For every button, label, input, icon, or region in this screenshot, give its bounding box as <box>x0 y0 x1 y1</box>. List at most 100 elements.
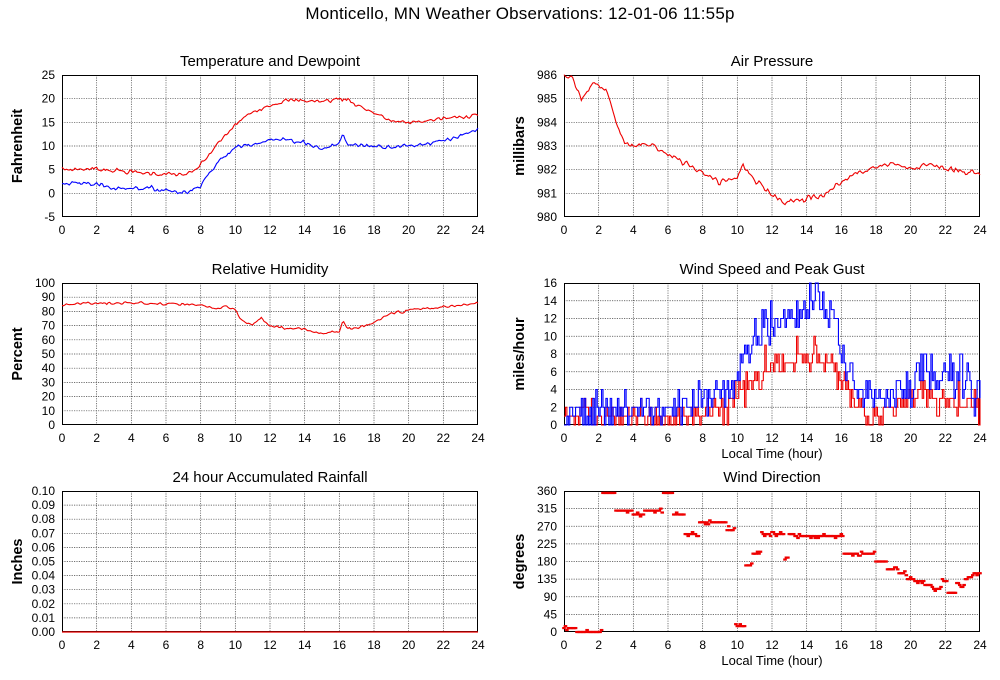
svg-text:20: 20 <box>402 638 416 652</box>
svg-text:4: 4 <box>630 638 637 652</box>
svg-text:22: 22 <box>939 431 953 445</box>
svg-text:22: 22 <box>437 638 451 652</box>
svg-text:982: 982 <box>537 163 557 177</box>
svg-text:0.08: 0.08 <box>32 512 56 526</box>
svg-text:5: 5 <box>48 163 55 177</box>
svg-text:984: 984 <box>537 115 557 129</box>
svg-text:360: 360 <box>537 484 557 498</box>
svg-text:0: 0 <box>48 418 55 432</box>
svg-text:20: 20 <box>904 223 918 237</box>
svg-text:24 hour Accumulated Rainfall: 24 hour Accumulated Rainfall <box>172 469 367 486</box>
svg-text:10: 10 <box>731 431 745 445</box>
svg-text:Wind Direction: Wind Direction <box>723 469 821 486</box>
svg-text:14: 14 <box>800 223 814 237</box>
svg-text:14: 14 <box>800 638 814 652</box>
svg-text:0.06: 0.06 <box>32 540 56 554</box>
svg-text:-5: -5 <box>44 210 55 224</box>
svg-text:12: 12 <box>544 312 558 326</box>
svg-text:6: 6 <box>665 638 672 652</box>
svg-text:8: 8 <box>699 638 706 652</box>
svg-text:0: 0 <box>59 223 66 237</box>
svg-text:16: 16 <box>835 638 849 652</box>
svg-text:8: 8 <box>197 223 204 237</box>
svg-text:45: 45 <box>544 607 558 621</box>
svg-text:2: 2 <box>595 431 602 445</box>
svg-text:270: 270 <box>537 519 557 533</box>
svg-text:90: 90 <box>544 590 558 604</box>
svg-text:8: 8 <box>699 431 706 445</box>
svg-text:degrees: degrees <box>512 534 528 590</box>
svg-text:12: 12 <box>765 223 779 237</box>
svg-text:70: 70 <box>42 319 56 333</box>
svg-text:10: 10 <box>731 223 745 237</box>
svg-text:8: 8 <box>699 223 706 237</box>
svg-text:0: 0 <box>59 638 66 652</box>
svg-text:60: 60 <box>42 333 56 347</box>
svg-text:12: 12 <box>263 431 277 445</box>
svg-text:18: 18 <box>869 223 883 237</box>
svg-text:16: 16 <box>835 431 849 445</box>
svg-text:4: 4 <box>550 383 557 397</box>
svg-text:25: 25 <box>42 68 56 82</box>
svg-text:12: 12 <box>263 223 277 237</box>
svg-text:14: 14 <box>544 294 558 308</box>
svg-text:22: 22 <box>437 223 451 237</box>
svg-text:10: 10 <box>42 139 56 153</box>
svg-text:2: 2 <box>93 431 100 445</box>
svg-text:18: 18 <box>869 638 883 652</box>
svg-text:Fahrenheit: Fahrenheit <box>10 109 26 183</box>
svg-text:985: 985 <box>537 92 557 106</box>
svg-text:6: 6 <box>163 638 170 652</box>
svg-text:981: 981 <box>537 186 557 200</box>
svg-text:6: 6 <box>665 223 672 237</box>
svg-text:0.01: 0.01 <box>32 611 56 625</box>
svg-text:20: 20 <box>42 390 56 404</box>
svg-text:0.02: 0.02 <box>32 597 56 611</box>
svg-text:0: 0 <box>550 418 557 432</box>
svg-text:24: 24 <box>471 431 485 445</box>
svg-text:6: 6 <box>550 365 557 379</box>
svg-text:6: 6 <box>163 431 170 445</box>
svg-text:6: 6 <box>163 223 170 237</box>
svg-text:0.05: 0.05 <box>32 555 56 569</box>
svg-text:2: 2 <box>595 638 602 652</box>
svg-text:10: 10 <box>229 223 243 237</box>
svg-text:22: 22 <box>437 431 451 445</box>
svg-text:18: 18 <box>367 638 381 652</box>
svg-text:4: 4 <box>630 431 637 445</box>
svg-text:4: 4 <box>630 223 637 237</box>
svg-text:Air Pressure: Air Pressure <box>731 53 814 70</box>
svg-text:Relative Humidity: Relative Humidity <box>212 261 329 278</box>
svg-text:2: 2 <box>93 223 100 237</box>
svg-text:0: 0 <box>550 625 557 639</box>
svg-text:14: 14 <box>800 431 814 445</box>
svg-text:18: 18 <box>367 431 381 445</box>
svg-text:12: 12 <box>765 638 779 652</box>
svg-text:983: 983 <box>537 139 557 153</box>
svg-text:0.10: 0.10 <box>32 484 56 498</box>
svg-text:22: 22 <box>939 223 953 237</box>
svg-text:2: 2 <box>595 223 602 237</box>
svg-text:24: 24 <box>973 638 987 652</box>
svg-text:0.00: 0.00 <box>32 625 56 639</box>
svg-text:986: 986 <box>537 68 557 82</box>
svg-text:180: 180 <box>537 555 557 569</box>
svg-text:miles/hour: miles/hour <box>512 317 528 391</box>
svg-text:24: 24 <box>471 223 485 237</box>
svg-text:16: 16 <box>333 431 347 445</box>
svg-text:2: 2 <box>93 638 100 652</box>
svg-text:4: 4 <box>128 223 135 237</box>
svg-text:0: 0 <box>48 186 55 200</box>
svg-text:16: 16 <box>333 223 347 237</box>
svg-text:0.04: 0.04 <box>32 569 56 583</box>
svg-text:Wind Speed and Peak Gust: Wind Speed and Peak Gust <box>679 261 865 278</box>
svg-text:4: 4 <box>128 638 135 652</box>
svg-text:15: 15 <box>42 115 56 129</box>
svg-text:12: 12 <box>765 431 779 445</box>
svg-text:30: 30 <box>42 375 56 389</box>
svg-text:20: 20 <box>42 92 56 106</box>
svg-text:24: 24 <box>973 431 987 445</box>
svg-text:225: 225 <box>537 537 557 551</box>
svg-text:0: 0 <box>561 638 568 652</box>
svg-text:24: 24 <box>973 223 987 237</box>
